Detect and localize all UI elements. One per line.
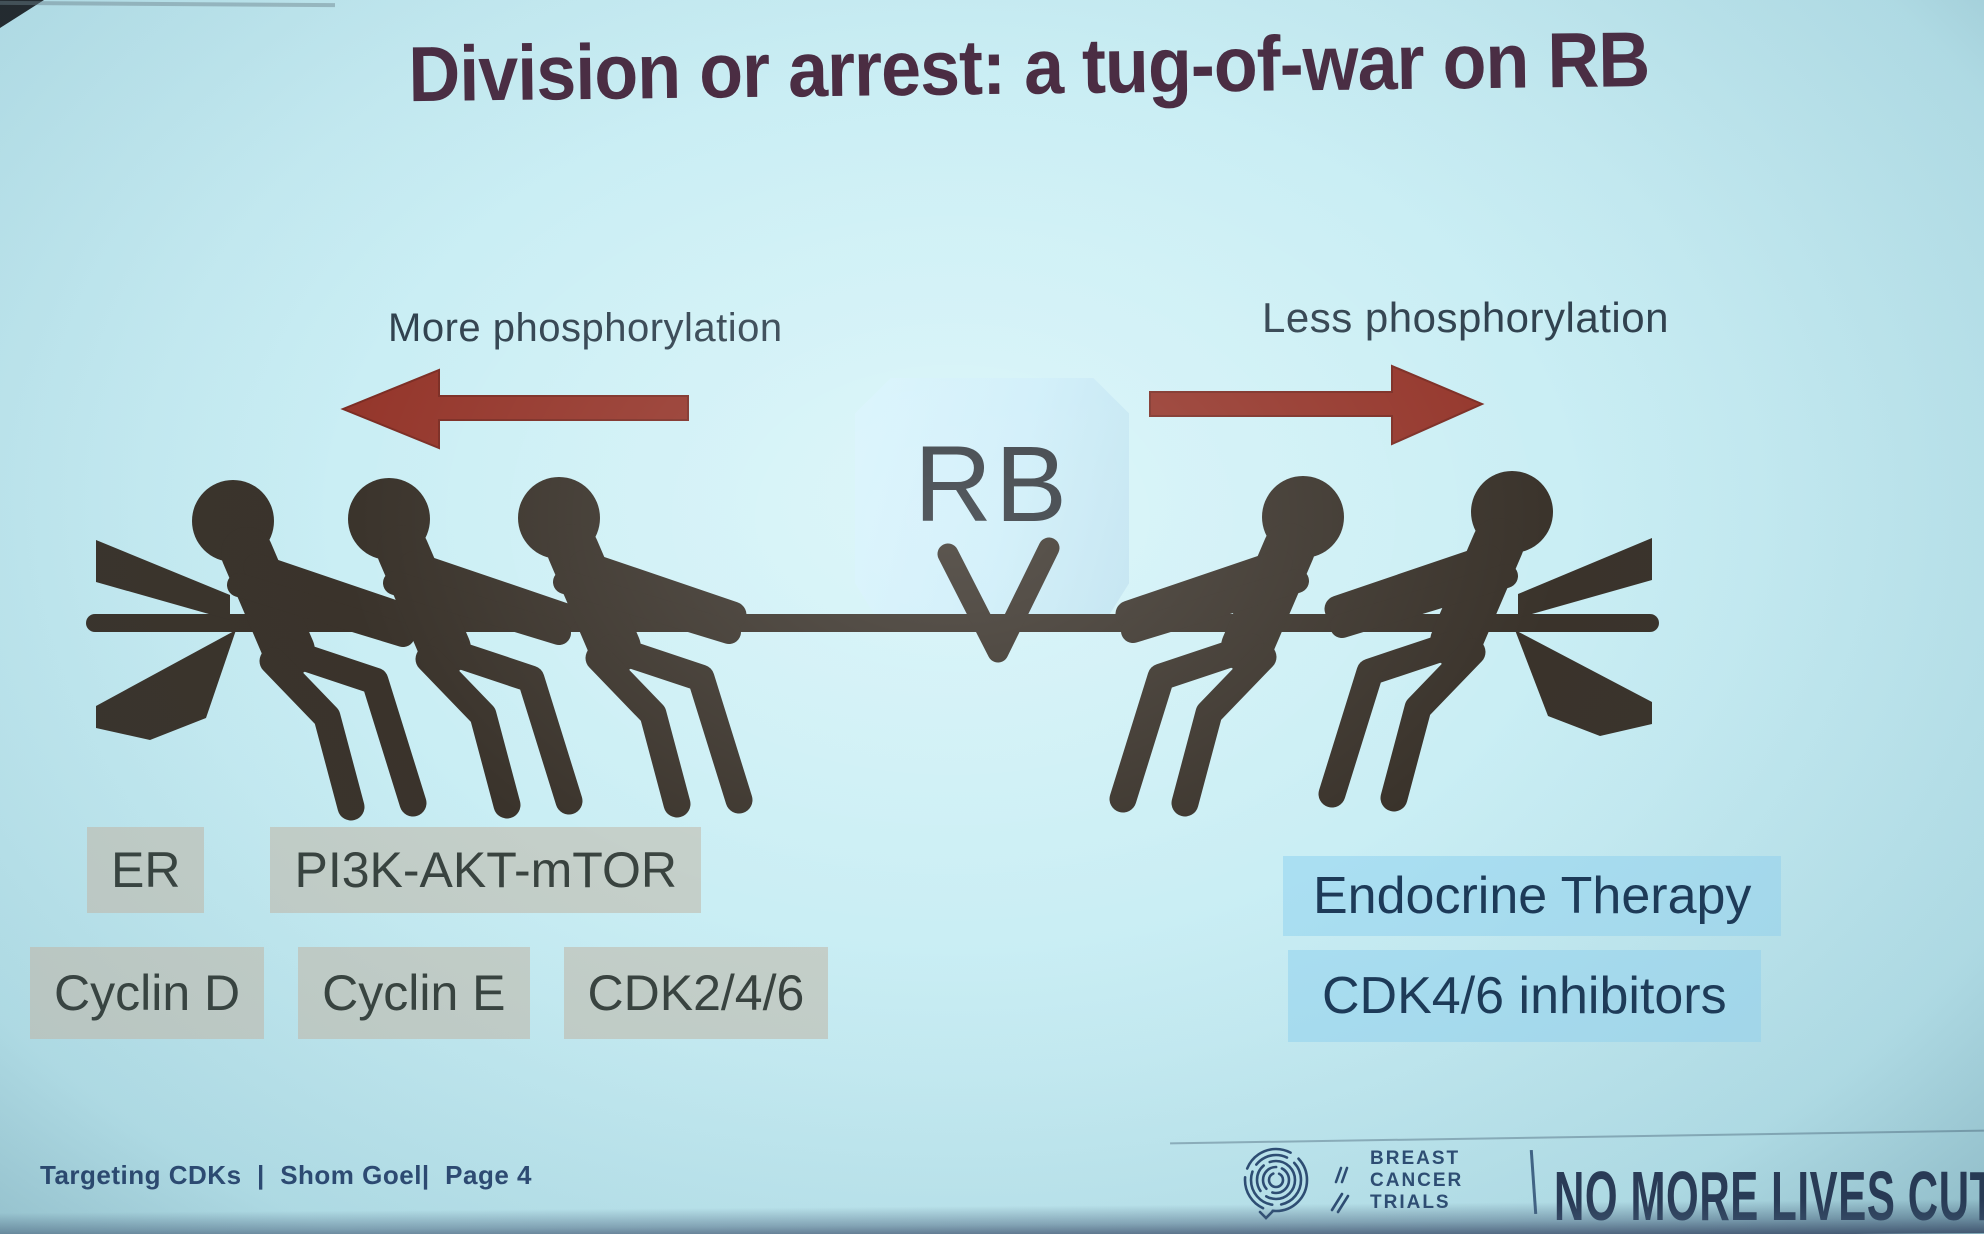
tug-team-right [1123,471,1553,803]
rope-marker [937,537,1060,663]
tag-pi3k-akt-mtor: PI3K-AKT-mTOR [270,827,701,913]
tag-cyclin-e: Cyclin E [298,947,530,1039]
logo-line-1: BREAST [1370,1148,1461,1169]
less-phosphorylation-label: Less phosphorylation [1262,294,1669,341]
tag-endocrine-therapy: Endocrine Therapy [1283,856,1782,936]
tag-cdk246: CDK2/4/6 [563,947,829,1039]
slide-title: Division or arrest: a tug-of-war on RB [407,14,1650,119]
left-arrow [340,368,689,450]
left-tags-row-2: Cyclin D Cyclin E CDK2/4/6 [30,947,829,1039]
screen-edge-artifact-bottom [1170,1129,1984,1145]
tag-cdk46-inhibitors: CDK4/6 inhibitors [1288,950,1761,1042]
rope-end-left [96,540,236,740]
left-tags-row-1: ER PI3K-AKT-mTOR [87,827,701,913]
rb-box: RB [855,378,1129,614]
tag-er: ER [87,827,205,913]
tag-cyclin-d: Cyclin D [30,947,265,1039]
rope-end-right [1515,538,1652,736]
rb-label: RB [913,422,1071,544]
tug-of-war-graphic [86,364,1659,860]
footer-attribution: Targeting CDKs | Shom Goel| Page 4 [40,1160,532,1190]
right-arrow [1149,364,1485,446]
figure-right-1 [1123,476,1344,803]
more-phosphorylation-label: More phosphorylation [388,306,783,350]
logo-line-2: CANCER [1370,1170,1464,1191]
tug-team-left [192,477,739,807]
screen-edge-artifact [0,0,336,8]
screen-bottom-edge [0,1198,1984,1234]
